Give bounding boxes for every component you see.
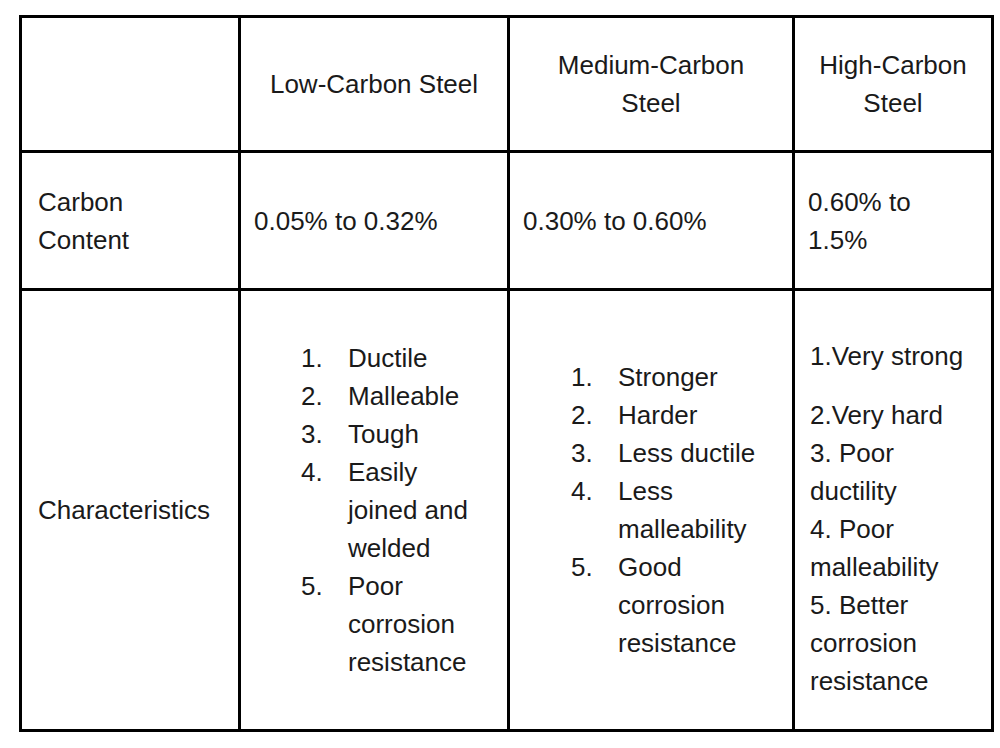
list-line: 2.Very hard [810,396,986,434]
header-cell-medium-carbon: Medium-Carbon Steel [509,17,794,152]
carbon-value-medium-text: 0.30% to 0.60% [523,202,784,240]
header-label-low-carbon: Low-Carbon Steel [249,65,499,103]
steel-comparison-table: Low-Carbon Steel Medium-Carbon Steel Hig… [19,15,994,732]
list-item: Ductile [301,339,486,377]
carbon-value-high-text: 0.60% to 1.5% [808,183,930,259]
list-item: Poor corrosion resistance [301,567,486,681]
list-item: Stronger [571,358,779,396]
header-cell-high-carbon: High-Carbon Steel [794,17,993,152]
carbon-value-low-text: 0.05% to 0.32% [254,202,499,240]
carbon-content-label: Carbon Content [38,183,178,259]
row-label-carbon-content: Carbon Content [21,152,240,290]
characteristics-cell-medium: Stronger Harder Less ductile Less mallea… [509,290,794,731]
list-item: Easily joined and welded [301,453,486,567]
carbon-content-row: Carbon Content 0.05% to 0.32% 0.30% to 0… [21,152,993,290]
characteristics-label: Characteristics [38,491,230,529]
characteristics-cell-high: 1.Very strong 2.Very hard 3. Poor ductil… [794,290,993,731]
list-line: 1.Very strong [810,337,986,375]
list-line: 4. Poor malleability [810,510,986,586]
carbon-value-low: 0.05% to 0.32% [240,152,509,290]
header-cell-low-carbon: Low-Carbon Steel [240,17,509,152]
characteristics-cell-low: Ductile Malleable Tough Easily joined an… [240,290,509,731]
characteristics-row: Characteristics Ductile Malleable Tough … [21,290,993,731]
list-item: Less ductile [571,434,779,472]
header-label-high-carbon: High-Carbon Steel [808,46,978,122]
list-item: Less malleability [571,472,779,548]
carbon-value-medium: 0.30% to 0.60% [509,152,794,290]
row-label-characteristics: Characteristics [21,290,240,731]
header-label-medium-carbon: Medium-Carbon Steel [546,46,756,122]
header-row: Low-Carbon Steel Medium-Carbon Steel Hig… [21,17,993,152]
list-item: Tough [301,415,486,453]
list-line: 3. Poor ductility [810,434,986,510]
slide-canvas: Low-Carbon Steel Medium-Carbon Steel Hig… [0,0,1000,748]
characteristics-list-medium: Stronger Harder Less ductile Less mallea… [571,358,779,662]
list-item: Harder [571,396,779,434]
list-item: Malleable [301,377,486,415]
carbon-value-high: 0.60% to 1.5% [794,152,993,290]
characteristics-list-low: Ductile Malleable Tough Easily joined an… [301,339,486,681]
list-line: 5. Better corrosion resistance [810,586,986,700]
corner-cell [21,17,240,152]
list-item: Good corrosion resistance [571,548,779,662]
